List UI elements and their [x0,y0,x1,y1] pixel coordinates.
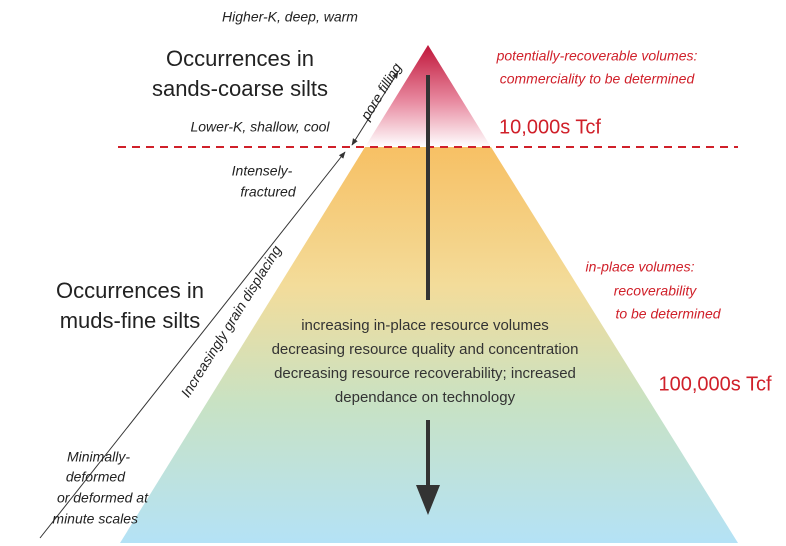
volume: 100,000s Tcf [658,373,771,395]
edge-arrow [39,151,346,539]
base-label: deformed [66,469,126,485]
zone-title: Occurrences in [166,46,314,71]
base-label: Minimally- [67,449,130,465]
top-label: Higher-K, deep, warm [222,9,358,25]
edge-arrow [351,71,399,146]
center-text: dependance on technology [335,389,516,406]
center-text: decreasing resource recoverability; incr… [274,365,576,382]
note: potentially-recoverable volumes: [496,48,698,64]
note: to be determined [615,306,721,322]
center-text: increasing in-place resource volumes [301,317,549,334]
volume: 10,000s Tcf [499,116,601,138]
note: commerciality to be determined [500,71,696,87]
zone-title: muds-fine silts [60,308,201,333]
center-text: decreasing resource quality and concentr… [272,341,579,358]
note: in-place volumes: [586,259,695,275]
lower-zone [120,147,738,543]
zone-title: sands-coarse silts [152,76,328,101]
fracture-label: fractured [240,184,296,200]
note: recoverability [614,283,697,299]
zone-label: Lower-K, shallow, cool [190,119,330,135]
base-label: minute scales [52,511,138,527]
fracture-label: Intensely- [232,163,293,179]
base-label: or deformed at [57,490,149,506]
arrow-head [416,485,440,515]
zone-title: Occurrences in [56,278,204,303]
